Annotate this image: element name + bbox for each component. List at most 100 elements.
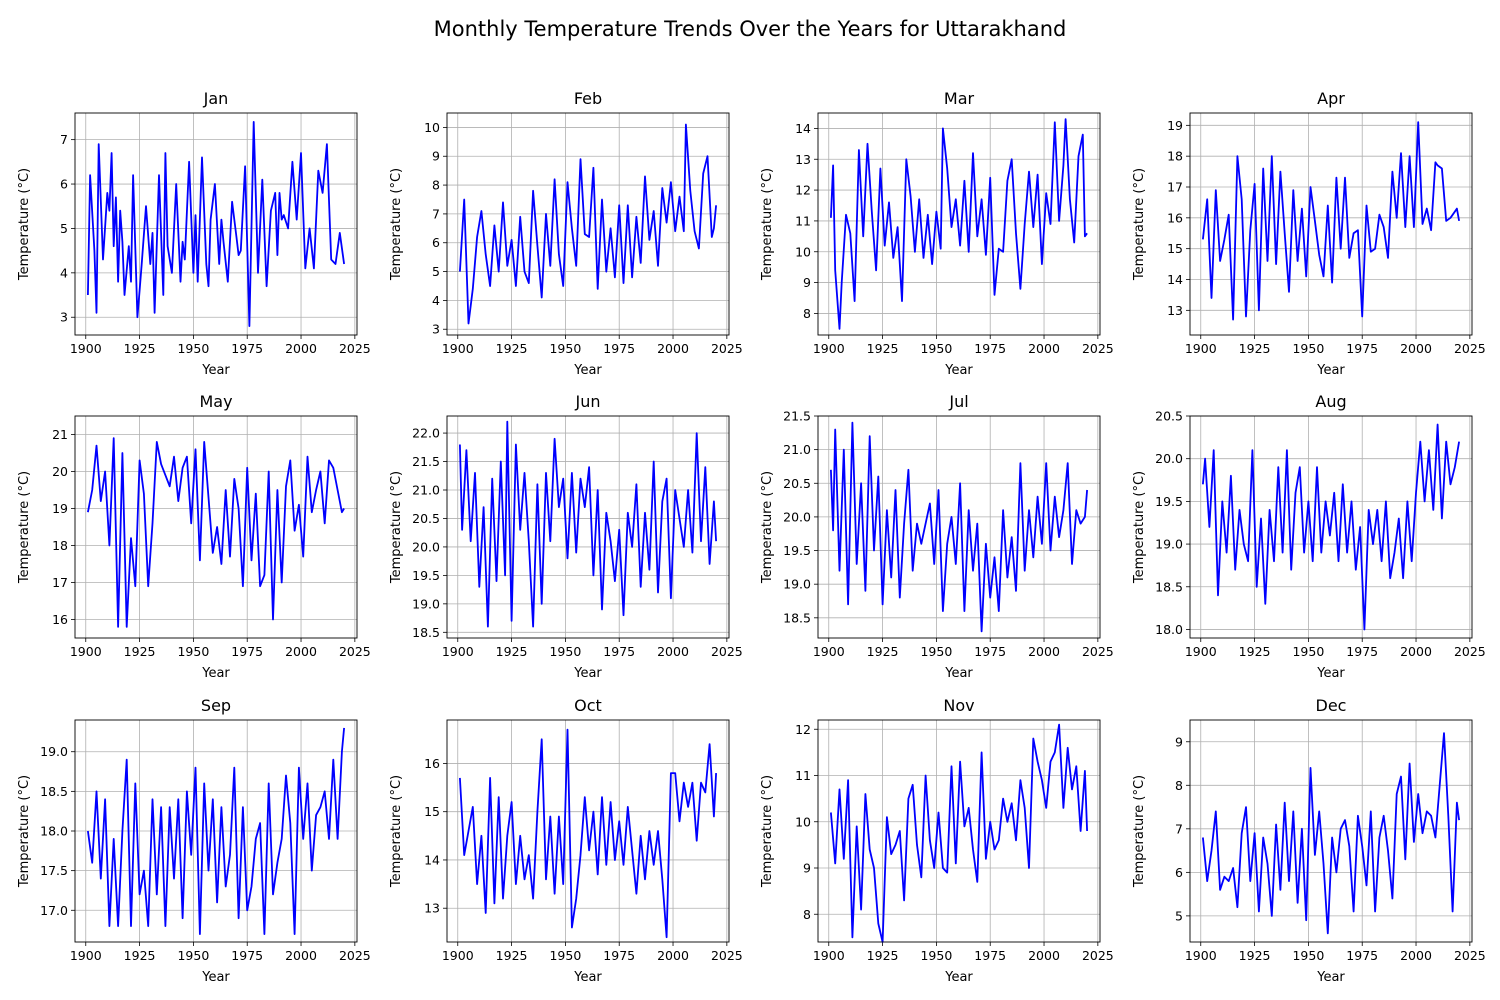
x-tick-label: 2025 — [339, 948, 371, 963]
y-tick-label: 12 — [795, 183, 811, 198]
y-axis-label: Temperature (°C) — [760, 168, 775, 281]
x-axis-label: Year — [1316, 970, 1345, 985]
series-line — [87, 437, 345, 628]
axes-frame — [446, 719, 730, 943]
x-tick-label: 1950 — [177, 948, 209, 963]
x-axis-label: Year — [944, 666, 973, 681]
y-tick-label: 3 — [432, 322, 440, 337]
y-tick-label: 17.5 — [40, 863, 68, 878]
y-axis-label: Temperature (°C) — [1132, 168, 1147, 281]
subplot-jun: 1900 1925 1950 1975 2000 2025 18.5 19.0 19.5 20.0… — [389, 392, 743, 681]
x-tick-label: 2000 — [1028, 948, 1060, 963]
y-tick-label: 13 — [1167, 303, 1183, 318]
y-tick-label: 18.5 — [783, 610, 811, 625]
x-tick-label: 1900 — [1185, 341, 1217, 356]
x-tick-label: 2000 — [1028, 644, 1060, 659]
x-tick-label: 2000 — [657, 644, 689, 659]
y-tick-label: 19.5 — [1155, 494, 1183, 509]
subplot-title: Feb — [574, 89, 602, 108]
y-tick-label: 18 — [52, 538, 68, 553]
y-tick-label: 21 — [52, 427, 68, 442]
y-tick-label: 8 — [803, 907, 811, 922]
subplot-jan: 1900 1925 1950 1975 2000 2025 3 4 5 6 7 Jan Year Temp… — [17, 89, 371, 378]
x-tick-label: 1925 — [1239, 948, 1271, 963]
y-tick-label: 17 — [52, 575, 68, 590]
subplot-title: May — [199, 392, 232, 411]
x-tick-label: 2025 — [711, 644, 743, 659]
y-tick-label: 16 — [52, 612, 68, 627]
x-tick-label: 1950 — [920, 341, 952, 356]
x-tick-label: 1900 — [813, 341, 845, 356]
x-tick-label: 2025 — [1082, 948, 1114, 963]
x-tick-label: 1975 — [1346, 948, 1378, 963]
y-tick-label: 7 — [432, 206, 440, 221]
y-tick-label: 14 — [424, 852, 440, 867]
x-tick-label: 1925 — [867, 644, 899, 659]
y-tick-label: 18.0 — [1155, 622, 1183, 637]
x-tick-label: 1975 — [1346, 644, 1378, 659]
y-tick-label: 8 — [803, 306, 811, 321]
y-tick-label: 6 — [60, 177, 68, 192]
x-tick-label: 2025 — [1454, 341, 1486, 356]
x-axis-label: Year — [573, 970, 602, 985]
y-tick-label: 20.0 — [412, 539, 440, 554]
y-tick-label: 21.0 — [783, 442, 811, 457]
y-tick-label: 18.5 — [412, 625, 440, 640]
y-tick-label: 11 — [795, 768, 811, 783]
y-tick-label: 12 — [795, 722, 811, 737]
x-tick-label: 1975 — [231, 948, 263, 963]
series-line — [87, 121, 345, 328]
y-axis-label: Temperature (°C) — [760, 471, 775, 584]
y-tick-label: 19 — [1167, 118, 1183, 133]
x-tick-label: 1950 — [920, 948, 952, 963]
x-axis-label: Year — [1316, 666, 1345, 681]
x-tick-label: 1950 — [1292, 341, 1324, 356]
y-tick-label: 14 — [1167, 272, 1183, 287]
y-tick-label: 10 — [795, 814, 811, 829]
series-line — [830, 421, 1088, 633]
x-axis-label: Year — [201, 666, 230, 681]
x-tick-label: 1975 — [603, 341, 635, 356]
axes-frame — [817, 415, 1101, 639]
y-tick-label: 20.5 — [1155, 409, 1183, 424]
x-tick-label: 1975 — [231, 341, 263, 356]
subplot-mar: 1900 1925 1950 1975 2000 2025 8 9 10 11 12 13 14 Mar Y… — [760, 89, 1114, 378]
x-tick-label: 1925 — [496, 341, 528, 356]
y-tick-label: 15 — [424, 804, 440, 819]
subplot-title: Oct — [574, 696, 602, 715]
subplot-feb: 1900 1925 1950 1975 2000 2025 3 4 5 6 7 8 9 10 Feb Year… — [389, 89, 743, 378]
x-tick-label: 1950 — [1292, 644, 1324, 659]
x-tick-label: 1925 — [124, 948, 156, 963]
series-line — [1202, 121, 1460, 321]
x-tick-label: 2025 — [1082, 644, 1114, 659]
y-tick-label: 19 — [52, 501, 68, 516]
x-tick-label: 2025 — [1454, 644, 1486, 659]
y-tick-label: 20.5 — [783, 476, 811, 491]
y-tick-label: 6 — [432, 235, 440, 250]
y-tick-label: 13 — [424, 901, 440, 916]
series-line — [830, 118, 1088, 330]
subplot-title: Sep — [201, 696, 231, 715]
y-tick-label: 22.0 — [412, 426, 440, 441]
x-axis-label: Year — [573, 666, 602, 681]
y-tick-label: 6 — [1175, 865, 1183, 880]
y-tick-label: 18.5 — [40, 784, 68, 799]
x-tick-label: 1900 — [813, 644, 845, 659]
y-axis-label: Temperature (°C) — [17, 775, 32, 888]
y-axis-label: Temperature (°C) — [389, 168, 404, 281]
y-tick-label: 9 — [432, 149, 440, 164]
x-tick-label: 2025 — [711, 341, 743, 356]
axes-frame — [1189, 415, 1473, 639]
y-tick-label: 21.0 — [412, 483, 440, 498]
subplot-aug: 1900 1925 1950 1975 2000 2025 18.0 18.5 19.0 19.5… — [1132, 392, 1486, 681]
y-tick-label: 16 — [1167, 210, 1183, 225]
x-tick-label: 1975 — [603, 644, 635, 659]
y-axis-label: Temperature (°C) — [1132, 471, 1147, 584]
y-tick-label: 3 — [60, 310, 68, 325]
y-axis-label: Temperature (°C) — [1132, 775, 1147, 888]
y-tick-label: 16 — [424, 756, 440, 771]
subplot-dec: 1900 1925 1950 1975 2000 2025 5 6 7 8 9 Dec Year Temp… — [1132, 696, 1486, 985]
subplot-title: Jun — [575, 392, 601, 411]
axes-frame — [817, 112, 1101, 336]
